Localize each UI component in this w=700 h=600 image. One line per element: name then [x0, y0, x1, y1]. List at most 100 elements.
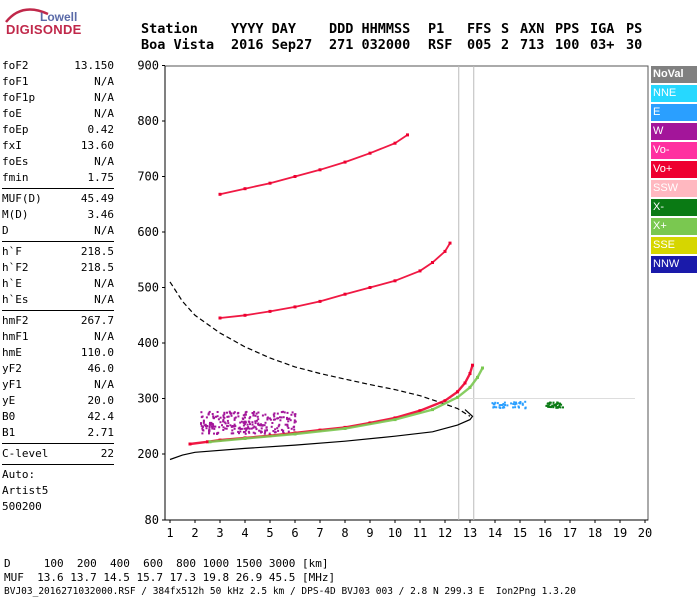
cluster-echo-point [263, 424, 266, 427]
header-label-pps: PPS [555, 21, 580, 37]
echo-trace-point [206, 440, 209, 444]
legend-item-sse: SSE [651, 237, 697, 254]
echo-trace-point [406, 133, 409, 137]
cluster-echo-point [243, 423, 246, 426]
param-name: yF2 [2, 362, 22, 375]
cluster-echo-point [283, 411, 286, 414]
param-row: hmE 110.0 [2, 345, 114, 361]
cluster-echo-point [245, 427, 248, 430]
echo-trace-point [268, 309, 272, 313]
cluster-echo-point [237, 427, 240, 430]
cluster-echo-point [276, 417, 279, 420]
cluster-echo-point [216, 411, 219, 413]
cluster-echo-point [202, 420, 205, 423]
cluster-echo-point [261, 414, 264, 417]
echo-trace-point [218, 316, 222, 320]
cluster-echo-point [201, 426, 204, 428]
echo-trace-point [476, 375, 479, 379]
echo-trace-point [368, 286, 372, 289]
cluster-echo-point [224, 422, 227, 425]
cluster-echo-point [548, 402, 551, 405]
cluster-echo-point [219, 416, 222, 419]
cluster-echo-point [213, 427, 216, 430]
cluster-echo-point [504, 404, 507, 406]
param-name: yF1 [2, 378, 22, 391]
cluster-echo-point [551, 404, 554, 407]
echo-trace-line [219, 134, 408, 196]
cluster-echo-point [221, 424, 223, 427]
cluster-echo-point [266, 418, 269, 421]
param-row: yF1 N/A [2, 377, 114, 393]
cluster-echo-point [211, 425, 213, 428]
cluster-echo-point [286, 411, 289, 414]
cluster-echo-point [205, 427, 208, 430]
polarization-legend: NoVal NNE E W Vo- Vo+ SSW X- X+ SSE NNW [651, 66, 697, 275]
cluster-echo-point [251, 412, 254, 414]
param-name: MUF(D) [2, 192, 42, 205]
legend-item-nne: NNE [651, 85, 697, 102]
cluster-echo-point [255, 419, 258, 422]
cluster-echo-point [269, 418, 272, 421]
param-name: hmE [2, 346, 22, 359]
cluster-echo-point [232, 412, 235, 415]
cluster-echo-point [222, 420, 225, 423]
y-tick-label: 400 [137, 336, 159, 350]
cluster-echo-point [233, 427, 236, 430]
cluster-echo-point [216, 432, 219, 435]
cluster-echo-point [278, 423, 281, 426]
echo-trace-point [468, 372, 472, 375]
echo-trace-point [481, 366, 484, 370]
param-row: h`F2 218.5 [2, 260, 114, 276]
cluster-echo-point [233, 417, 236, 420]
cluster-echo-point [513, 401, 516, 404]
y-tick-label: 800 [137, 114, 159, 128]
cluster-echo-point [286, 425, 289, 428]
cluster-echo-point [494, 401, 497, 404]
cluster-echo-point [248, 417, 251, 420]
cluster-echo-point [253, 410, 256, 413]
cluster-echo-point [268, 417, 271, 420]
echo-trace-point [471, 363, 474, 367]
cluster-echo-point [219, 421, 222, 424]
cluster-echo-point [521, 403, 524, 406]
cluster-echo-point [230, 432, 233, 435]
param-row: foEs N/A [2, 154, 114, 170]
cluster-echo-point [518, 406, 520, 409]
cluster-echo-point [282, 429, 285, 432]
cluster-echo-point [222, 414, 225, 417]
echo-trace-point [318, 168, 322, 172]
cluster-echo-point [243, 427, 246, 430]
param-name: yE [2, 394, 16, 407]
cluster-echo-point [257, 411, 260, 414]
param-name: h`Es [2, 293, 29, 306]
cluster-echo-point [291, 411, 294, 414]
x-tick-label: 7 [316, 526, 323, 540]
param-name: C-level [2, 447, 49, 460]
x-tick-label: 13 [463, 526, 477, 540]
cluster-echo-point [252, 412, 255, 415]
cluster-echo-point [282, 430, 284, 433]
cluster-echo-point [559, 406, 562, 409]
cluster-echo-point [233, 411, 236, 414]
cluster-echo-point [258, 429, 261, 432]
cluster-echo-point [209, 421, 211, 424]
cluster-echo-point [248, 421, 251, 424]
param-value: 22 [100, 447, 114, 460]
cluster-echo-point [264, 421, 267, 424]
cluster-echo-point [280, 416, 283, 419]
param-name: foF1p [2, 91, 36, 104]
y-tick-label: 300 [137, 392, 159, 406]
cluster-echo-point [550, 406, 553, 408]
params-divider [2, 310, 114, 311]
param-value: 0.42 [87, 123, 115, 136]
cluster-echo-point [213, 432, 215, 435]
param-value: 20.0 [87, 394, 115, 407]
legend-item-vo-: Vo+ [651, 161, 697, 178]
header-value-iga: 03+ [590, 37, 615, 53]
cluster-echo-point [273, 412, 276, 415]
cluster-echo-point [552, 401, 555, 404]
cluster-echo-point [230, 414, 233, 417]
header-label-s: S [501, 21, 510, 37]
x-tick-label: 8 [341, 526, 348, 540]
cluster-echo-point [510, 402, 513, 405]
